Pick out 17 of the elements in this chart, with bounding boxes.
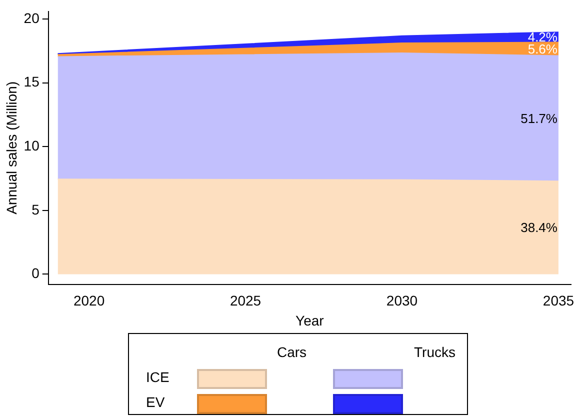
x-tick-label: 2020	[73, 292, 105, 309]
x-axis-title: Year	[296, 312, 324, 328]
x-tick-label: 2025	[230, 292, 262, 309]
y-axis-title: Annual sales (Million)	[3, 81, 20, 214]
y-tick-label: 10	[24, 137, 40, 154]
text: Cars	[277, 344, 307, 360]
y-tick-label: 20	[24, 10, 40, 26]
x-tick-label: 2035	[542, 292, 574, 309]
y-tick-label: 5	[32, 201, 40, 218]
text: EV	[146, 394, 165, 410]
y-tick-label: 15	[24, 74, 40, 90]
annotation: 51.7%	[520, 111, 558, 126]
y-tick-label: 0	[32, 265, 40, 282]
annotation: 38.4%	[520, 220, 558, 236]
text: Trucks	[414, 344, 456, 360]
x-tick-label: 2030	[386, 292, 418, 309]
text: ICE	[146, 369, 170, 385]
